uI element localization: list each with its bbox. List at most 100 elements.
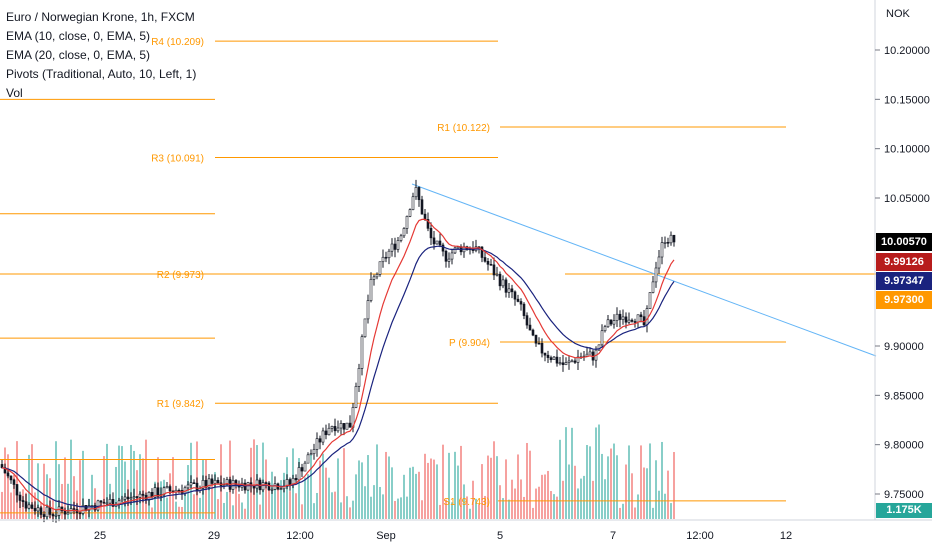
candle-body — [603, 326, 607, 332]
volume-bar — [409, 467, 411, 519]
volume-bar — [106, 443, 108, 519]
candle-body — [354, 386, 358, 408]
candle-body — [633, 321, 637, 323]
volume-bar — [556, 496, 558, 519]
candle-body — [561, 362, 565, 365]
legend-pivots[interactable]: Pivots (Traditional, Auto, 10, Left, 1) — [6, 67, 197, 81]
volume-bar — [154, 481, 156, 519]
candle-body — [639, 314, 643, 317]
candle-body — [318, 438, 322, 443]
candle-body — [399, 235, 403, 241]
y-tick-label: 9.85000 — [884, 390, 924, 402]
candle-body — [435, 240, 439, 245]
candle-body — [288, 479, 292, 485]
candle-body — [525, 315, 529, 326]
volume-bar — [295, 493, 297, 519]
candle-body — [297, 467, 301, 481]
volume-bar — [394, 500, 396, 519]
candle-body — [306, 454, 310, 464]
volume-bar — [580, 478, 582, 519]
volume-bar — [463, 484, 465, 519]
volume-bar — [622, 503, 624, 519]
candle-body — [261, 482, 265, 491]
candle-body — [630, 319, 634, 322]
volume-bar — [49, 478, 51, 519]
volume-bar — [487, 455, 489, 519]
legend-ema20[interactable]: EMA (20, close, 0, EMA, 5) — [6, 48, 151, 62]
candle-body — [72, 508, 76, 510]
volume-bar — [532, 507, 534, 519]
candle-body — [651, 281, 655, 293]
candle-body — [534, 334, 538, 344]
candle-body — [543, 352, 547, 356]
x-tick-label: 25 — [94, 530, 106, 542]
candle-body — [597, 344, 601, 351]
volume-bar — [7, 454, 9, 519]
volume-bar — [115, 466, 117, 519]
last-price-tag: 10.00570 — [876, 233, 932, 251]
volume-bar — [208, 485, 210, 519]
candle-body — [369, 278, 373, 301]
candle-body — [12, 479, 16, 485]
candle-body — [558, 362, 562, 365]
volume-bar — [241, 502, 243, 519]
volume-bar — [526, 442, 528, 519]
volume-bar — [310, 453, 312, 519]
candle-body — [330, 426, 334, 429]
volume-bar — [628, 445, 630, 519]
candle-body — [657, 256, 661, 269]
volume-bar — [391, 467, 393, 519]
volume-bar — [103, 456, 105, 519]
pivot-price-tag: 9.97300 — [876, 291, 932, 309]
volume-bar — [445, 499, 447, 519]
candle-body — [21, 500, 25, 502]
legend-ema10[interactable]: EMA (10, close, 0, EMA, 5) — [6, 29, 151, 43]
volume-bar — [91, 474, 93, 519]
volume-bar — [316, 492, 318, 519]
candle-body — [129, 497, 133, 500]
volume-bar — [544, 474, 546, 519]
volume-bar — [472, 480, 474, 519]
candle-body — [153, 487, 157, 498]
volume-bar — [343, 448, 345, 519]
candle-body — [201, 480, 205, 489]
candle-body — [36, 507, 40, 512]
volume-bar — [466, 496, 468, 519]
volume-bar — [223, 502, 225, 519]
candle-body — [345, 422, 349, 430]
volume-bar — [265, 459, 267, 519]
candle-body — [54, 514, 58, 517]
volume-bar — [547, 470, 549, 519]
volume-bar — [655, 460, 657, 519]
pivot-label: R3 (10.091) — [151, 154, 204, 165]
candle-body — [87, 505, 91, 511]
volume-bar — [199, 497, 201, 519]
candle-body — [453, 247, 457, 254]
candle-body — [333, 426, 337, 432]
volume-bar — [625, 464, 627, 519]
volume-bar — [136, 470, 138, 519]
volume-bar — [418, 471, 420, 519]
legend-vol[interactable]: Vol — [6, 86, 23, 100]
volume-bar — [16, 441, 18, 519]
volume-bar — [448, 452, 450, 519]
volume-bar — [370, 496, 372, 519]
volume-bar — [595, 427, 597, 519]
candle-body — [348, 422, 352, 428]
candle-body — [15, 484, 19, 496]
volume-bar — [490, 457, 492, 519]
volume-bar — [274, 484, 276, 519]
candle-body — [504, 279, 508, 293]
candle-body — [309, 453, 313, 456]
volume-bar — [601, 453, 603, 519]
volume-bar — [214, 472, 216, 519]
ema20-price-tag: 9.97347 — [876, 272, 932, 290]
volume-bar — [535, 488, 537, 519]
x-tick-label: 7 — [610, 530, 616, 542]
candle-body — [417, 187, 421, 201]
candle-body — [9, 475, 13, 481]
candle-body — [660, 242, 664, 258]
candle-body — [621, 316, 625, 320]
candle-body — [96, 500, 100, 511]
